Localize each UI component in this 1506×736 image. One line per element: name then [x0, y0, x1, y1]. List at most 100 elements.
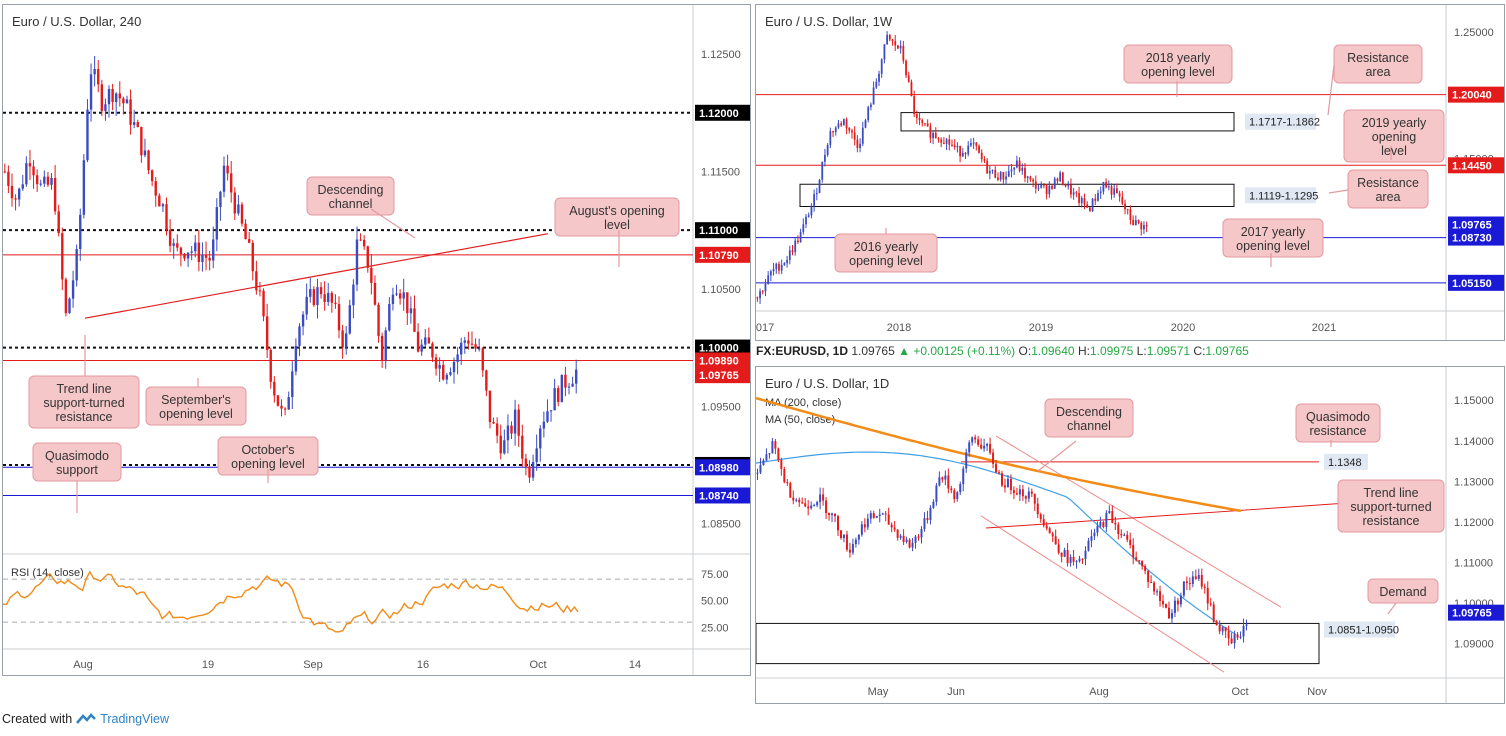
trend-line-support-text: Trend line	[56, 382, 111, 396]
candle-body	[762, 460, 765, 465]
candle-body	[780, 265, 783, 271]
candle-body	[831, 513, 834, 516]
candle-body	[971, 437, 974, 443]
candle-body	[1063, 550, 1066, 557]
trend-line-support-text: resistance	[56, 410, 113, 424]
candle-body	[1069, 556, 1072, 564]
zone-label-tag	[1245, 113, 1316, 130]
candle-body	[362, 239, 366, 247]
septembers-opening-text: opening level	[159, 407, 233, 421]
candle-body	[93, 69, 96, 75]
candle-body	[813, 505, 816, 507]
candle-body	[935, 485, 938, 502]
tradingview-brand[interactable]: TradingView	[100, 712, 169, 726]
chart-1w-panel[interactable]: Euro / U.S. Dollar, 1W 1.250001.200001.1…	[755, 4, 1505, 341]
candle-body	[1221, 627, 1224, 632]
candle-body	[851, 544, 854, 553]
candle-body	[837, 516, 839, 531]
candle-body	[1010, 169, 1013, 172]
price-label-tag	[1448, 229, 1504, 246]
candle-body	[842, 534, 845, 539]
chart-1w: Euro / U.S. Dollar, 1W 1.250001.200001.1…	[756, 5, 1504, 340]
candle-body	[212, 239, 215, 261]
candle-body	[1200, 574, 1203, 587]
candle-body	[474, 344, 477, 349]
candle-body	[905, 539, 908, 542]
candle-body	[810, 505, 813, 509]
resistance-area-mid-text: Resistance	[1357, 176, 1419, 190]
candle-body	[777, 448, 780, 461]
price-label-tag	[1448, 86, 1504, 103]
candle-body	[517, 409, 520, 436]
candle-body	[839, 530, 842, 539]
candle-body	[780, 460, 783, 469]
candle-body	[355, 239, 359, 285]
candle-body	[262, 290, 265, 317]
candle-body	[64, 279, 68, 314]
candle-body	[373, 283, 377, 305]
candle-body	[557, 388, 560, 403]
candle-body	[424, 337, 427, 345]
candle-body	[1144, 566, 1147, 571]
candle-body	[564, 374, 567, 388]
chart-4h-panel[interactable]: Euro / U.S. Dollar, 240 1.12500 1.11500 1.…	[2, 4, 751, 676]
candle-body	[1105, 512, 1108, 528]
candle-body	[510, 425, 513, 434]
x-tick-label: 2019	[1029, 322, 1053, 334]
candle-body	[825, 500, 828, 514]
candle-body	[546, 411, 549, 422]
opening-2019-text: 2019 yearly	[1362, 116, 1427, 130]
candle-body	[821, 161, 824, 180]
candle-body	[794, 240, 797, 253]
price-label-tag-text: 1.09765	[1452, 608, 1492, 620]
candle-body	[150, 170, 154, 182]
candle-body	[438, 364, 441, 369]
candle-body	[1097, 193, 1099, 201]
price-label-tag	[1448, 157, 1504, 174]
candle-body	[1203, 586, 1206, 589]
candle-body	[521, 435, 524, 459]
candle-body	[788, 250, 791, 260]
candle-body	[783, 468, 786, 483]
candle-body	[1066, 550, 1069, 564]
candle-body	[560, 374, 564, 403]
candle-body	[859, 143, 861, 148]
descending-channel-text: Descending	[317, 183, 383, 197]
footer: Created with TradingView	[2, 712, 169, 726]
rsi-label: RSI (14, close)	[11, 567, 84, 579]
candle-body	[875, 81, 878, 88]
candle-body	[1197, 574, 1200, 579]
price-label-tag-text: 1.11000	[699, 225, 738, 237]
candle-body	[887, 514, 890, 525]
candle-body	[953, 490, 956, 500]
candle-body	[999, 172, 1002, 180]
x-tick-label: Sep	[303, 659, 323, 671]
candle-body	[251, 242, 254, 272]
candle-body	[531, 462, 535, 478]
candle-body	[323, 294, 326, 302]
candle-body	[913, 96, 916, 115]
candle-body	[998, 472, 1001, 474]
y-tick-label: 1.25000	[1454, 27, 1494, 39]
candle-body	[921, 120, 924, 124]
candle-body	[481, 348, 484, 371]
candle-body	[567, 386, 571, 388]
candle-body	[283, 408, 287, 410]
candle-body	[945, 139, 948, 144]
candle-body	[35, 175, 39, 185]
candle-body	[1145, 225, 1148, 227]
candle-body	[918, 117, 921, 121]
candle-body	[237, 204, 240, 214]
candle-body	[968, 442, 971, 453]
candle-body	[1150, 581, 1153, 583]
candle-body	[1132, 544, 1135, 558]
chart-1w-title: Euro / U.S. Dollar, 1W	[765, 14, 893, 29]
candle-body	[1242, 625, 1245, 637]
candle-body	[888, 34, 891, 40]
candle-body	[366, 246, 369, 268]
candle-body	[194, 242, 197, 252]
price-label-tag	[1448, 604, 1504, 621]
candle-body	[1135, 557, 1138, 561]
candle-body	[924, 123, 926, 125]
chart-1d-panel[interactable]: Euro / U.S. Dollar, 1D MA (200, close) M…	[755, 366, 1505, 704]
